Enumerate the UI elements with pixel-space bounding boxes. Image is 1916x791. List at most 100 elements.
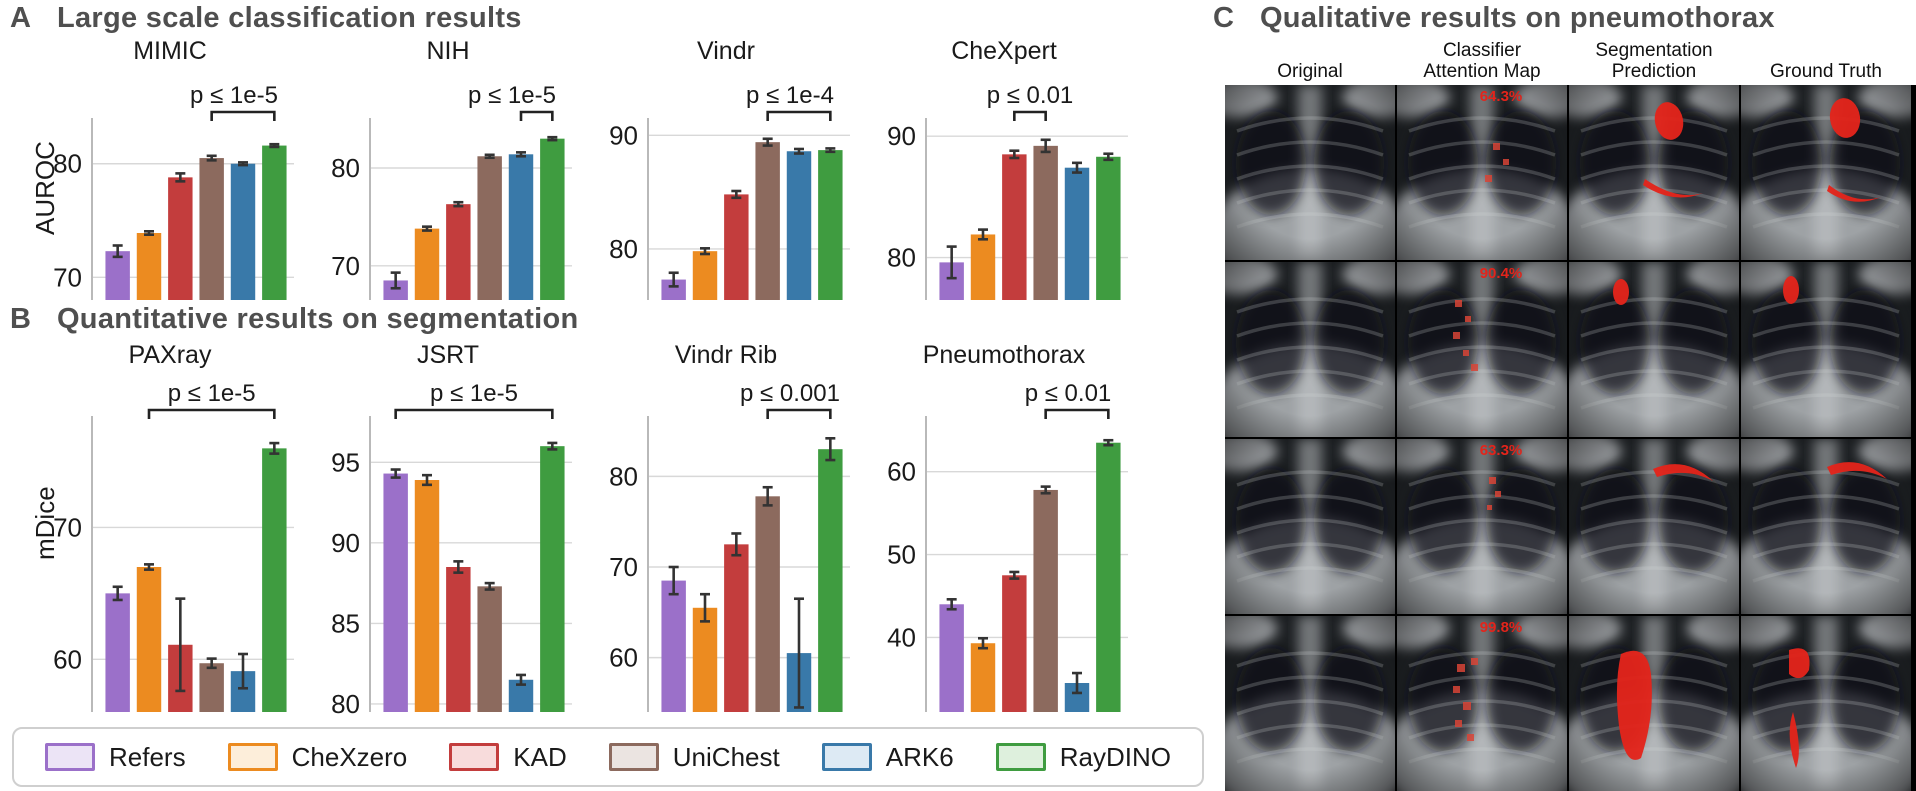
svg-text:60: 60: [609, 643, 638, 673]
legend-entry-raydino: RayDINO: [995, 741, 1171, 773]
svg-text:60: 60: [53, 644, 82, 674]
model-legend: Refers CheXzero KAD UniChest ARK6 RayDIN…: [12, 727, 1204, 787]
p-value-label: p ≤ 1e-5: [430, 380, 518, 407]
bar-refers: [939, 604, 964, 712]
p-value-label: p ≤ 0.01: [1025, 380, 1112, 407]
legend-label-ark6: ARK6: [885, 741, 954, 772]
bar-raydino: [540, 138, 565, 300]
xray-attention-map-row4: 99.8%: [1397, 616, 1567, 791]
chart-vindr: Vindr 80 90 p ≤ 1e-4: [600, 36, 852, 306]
chart-pneumothorax-title: Pneumothorax: [922, 341, 1086, 369]
p-value-label: p ≤ 0.001: [740, 380, 840, 407]
bar-unichest: [199, 663, 224, 712]
bar-unichest: [477, 156, 502, 300]
bar-raydino: [1096, 156, 1121, 300]
column-header-ground-truth: Ground Truth: [1770, 61, 1882, 82]
ark6-color-chip: [821, 743, 872, 771]
bar-ark6: [230, 163, 256, 300]
xray-original-row4: [1225, 616, 1395, 791]
xray-original-row2: [1225, 262, 1395, 437]
xray-ground-truth-row4: [1741, 616, 1911, 791]
chart-nih-title: NIH: [426, 37, 470, 65]
chart-nih-plot: 70 80 p ≤ 1e-5: [331, 82, 572, 300]
bar-raydino: [262, 448, 287, 712]
chart-vindr-title: Vindr: [697, 37, 755, 65]
svg-text:80: 80: [609, 461, 638, 491]
bar-chexzero: [136, 567, 162, 712]
kad-color-chip: [449, 743, 500, 771]
p-value-label: p ≤ 1e-5: [468, 82, 556, 109]
chart-paxray-plot: 60 70 p ≤ 1e-5: [53, 380, 294, 712]
bar-kad: [1002, 154, 1027, 300]
legend-label-chexzero: CheXzero: [291, 741, 408, 772]
p-value-label: p ≤ 1e-5: [190, 82, 278, 109]
legend-label-raydino: RayDINO: [1059, 741, 1171, 772]
bar-raydino: [818, 449, 843, 712]
chart-vindr-rib-plot: 60 70 80 p ≤ 0.001: [609, 380, 850, 712]
bar-kad: [168, 177, 193, 300]
svg-text:70: 70: [53, 512, 82, 542]
xray-original-row1: [1225, 85, 1395, 260]
bar-unichest: [755, 496, 780, 712]
xray-attention-map-row2: 90.4%: [1397, 262, 1567, 437]
svg-text:40: 40: [887, 622, 916, 652]
legend-label-kad: KAD: [513, 741, 567, 772]
svg-text:70: 70: [53, 262, 82, 292]
bar-chexzero: [692, 607, 718, 712]
chart-chexpert: CheXpert 80 90 p ≤ 0.01: [878, 36, 1130, 306]
panel-b-title: Quantitative results on segmentation: [56, 303, 579, 335]
panel-c-column-headers: Original Classifier Attention Map Segmen…: [1225, 34, 1916, 82]
chart-chexpert-title: CheXpert: [951, 37, 1057, 65]
chexzero-color-chip: [227, 743, 278, 771]
svg-text:80: 80: [331, 153, 360, 183]
bar-chexzero: [136, 233, 162, 300]
bar-raydino: [1096, 442, 1121, 712]
legend-entry-unichest: UniChest: [608, 741, 780, 773]
p-value-label: p ≤ 1e-5: [168, 380, 256, 407]
legend-label-unichest: UniChest: [672, 741, 780, 772]
column-header-attention-map: Classifier Attention Map: [1423, 40, 1541, 82]
bar-chexzero: [970, 234, 996, 300]
panel-c-title: Qualitative results on pneumothorax: [1259, 2, 1775, 34]
bar-unichest: [755, 142, 780, 300]
legend-entry-chexzero: CheXzero: [227, 741, 408, 773]
refers-color-chip: [45, 743, 96, 771]
bar-kad: [724, 194, 749, 300]
bar-kad: [724, 544, 749, 712]
xray-ground-truth-row1: [1741, 85, 1911, 260]
chart-jsrt: JSRT 80 85 90 95 p ≤ 1e-5: [322, 340, 574, 718]
chart-chexpert-plot: 80 90 p ≤ 0.01: [887, 82, 1128, 300]
xray-segmentation-prediction-row1: [1569, 85, 1739, 260]
bar-refers: [383, 280, 408, 300]
raydino-color-chip: [995, 743, 1046, 771]
svg-text:85: 85: [331, 608, 360, 638]
bar-refers: [661, 580, 686, 712]
column-header-segmentation: Segmentation Prediction: [1595, 40, 1713, 82]
chart-vindr-plot: 80 90 p ≤ 1e-4: [609, 82, 850, 300]
panel-b-header: B Quantitative results on segmentation: [10, 303, 579, 336]
xray-segmentation-prediction-row2: [1569, 262, 1739, 437]
svg-text:70: 70: [609, 552, 638, 582]
bar-kad: [446, 204, 471, 300]
chart-paxray-title: PAXray: [128, 341, 212, 369]
chart-pneumothorax-plot: 40 50 60 p ≤ 0.01: [887, 380, 1128, 712]
legend-entry-refers: Refers: [45, 742, 186, 773]
chart-vindr-rib: Vindr Rib 60 70 80 p ≤ 0.001: [600, 340, 852, 718]
p-value-label: p ≤ 0.01: [987, 82, 1074, 109]
bar-raydino: [540, 446, 565, 712]
chart-nih: NIH 70 80 p ≤ 1e-5: [322, 36, 574, 306]
chart-mimic-title: MIMIC: [133, 37, 207, 65]
panel-a-letter: A: [10, 2, 31, 34]
column-header-original: Original: [1277, 61, 1343, 82]
bar-kad: [1002, 575, 1027, 712]
bar-ark6: [786, 151, 812, 300]
xray-segmentation-prediction-row3: [1569, 439, 1739, 614]
bar-raydino: [818, 150, 843, 300]
svg-text:95: 95: [331, 447, 360, 477]
chart-mimic: MIMIC 70 80 p ≤ 1e-5: [44, 36, 296, 306]
xray-attention-map-row1: 64.3%: [1397, 85, 1567, 260]
svg-text:80: 80: [331, 689, 360, 718]
bar-unichest: [477, 586, 502, 712]
svg-text:80: 80: [609, 234, 638, 264]
